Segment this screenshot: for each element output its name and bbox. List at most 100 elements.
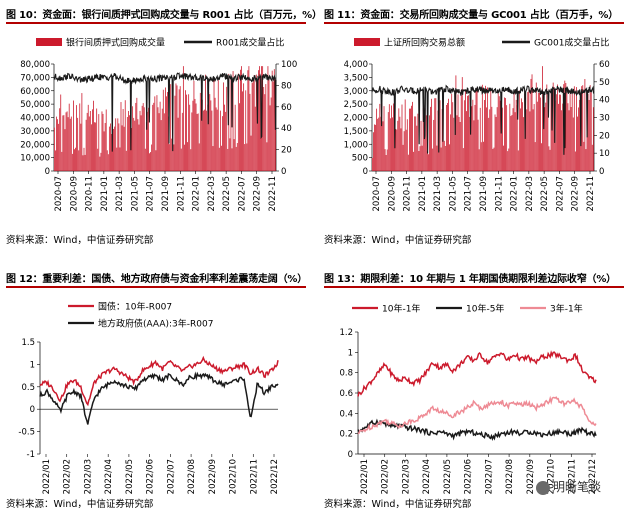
bar [454,104,456,171]
bar [156,95,158,171]
bar [98,114,100,171]
chart-panel-4: 图 13：期限利差：10 年期与 1 年期国债期限利差边际收窄（%） 10年-1… [324,270,624,512]
bar [181,112,183,171]
y-tick-label: 3,500 [344,73,368,83]
legend-label: 10年-1年 [382,303,420,315]
bar [440,147,442,171]
y2-tick-label: 20 [281,146,292,156]
bar [217,80,219,171]
y-tick-label: 0.4 [339,409,353,419]
x-tick-label: 2022/07 [166,459,176,494]
bar [433,119,435,171]
y-tick-label: 30,000 [20,127,50,137]
bar [154,96,156,171]
bar [544,107,546,171]
bar [242,91,243,171]
bar [462,148,464,171]
title-rule [324,22,624,24]
bar [384,149,386,171]
bar [502,107,503,171]
y-tick-label: 0 [45,167,50,177]
bar [150,152,151,171]
bar [101,111,103,171]
bar [76,105,77,171]
x-tick-label: 2022-01 [192,176,202,212]
bar [573,86,575,171]
bar [141,105,143,171]
bar [85,119,87,171]
bar [557,84,558,171]
bar [134,120,136,171]
bar [385,155,387,171]
bar [404,99,406,171]
bar [254,106,256,171]
bar [536,101,538,171]
chart-title: 图 13：期限利差：10 年期与 1 年期国债期限利差边际收窄（%） [324,274,616,285]
bar [189,104,191,171]
bar [491,106,493,171]
line-series [357,350,597,397]
bar [176,85,178,171]
bar [122,109,124,171]
bar [263,87,265,171]
bar [123,126,125,171]
bar [480,142,482,171]
bar [459,121,461,171]
wechat-icon [536,480,550,495]
chart-svg: 10年-1年 10年-5年 3年-1年 0 0.2 0.4 0.6 0.8 1 1.2 2022/0… [339,303,598,495]
bar [244,144,246,171]
y-tick-label: 1.5 [21,338,35,348]
bar [234,104,236,171]
bar [269,105,271,171]
bar [152,104,154,171]
bar [86,112,88,171]
bar [143,107,145,171]
x-tick-label: 2022/10 [547,459,557,494]
x-tick-label: 2020-11 [85,176,95,212]
bar [407,154,409,171]
bar [144,148,146,171]
x-tick-label: 2022/12 [270,459,280,494]
bar [243,83,245,171]
bar [187,142,188,171]
bar [540,97,541,171]
bar [132,106,134,171]
chart-title: 图 10：资金面：银行间质押式回购成交量与 R001 占比（百万元，%） [6,10,322,21]
bar [410,108,411,171]
bar [417,113,419,171]
bar [58,123,60,171]
bar [188,94,190,171]
bar [118,123,120,171]
bar [114,126,116,171]
bar [552,82,554,171]
bar [374,124,375,171]
bar [409,108,410,171]
bar [209,94,211,171]
bar [380,116,382,171]
chart-panel-2: 图 11：资金面：交易所回购成交量与 GC001 占比（百万手，%） 上证所回购… [324,6,624,246]
bar [231,148,233,171]
bar [253,74,255,171]
bar [581,86,583,171]
bar [159,101,161,171]
chart-panel-3: 图 12：重要利差：国债、地方政府债与资金利率利差震荡走阔（%） 国债：10年-… [6,270,307,512]
y-tick-label: -1 [27,450,35,460]
bar [184,144,185,171]
y-tick-label: 20,000 [20,140,50,150]
bar [517,150,519,171]
bar [272,81,274,171]
y-tick-label: 3,000 [344,87,368,97]
bar [578,107,579,171]
source-note: 资料来源：Wind，中信证券研究部 [6,235,154,246]
bar [211,110,213,171]
bar [511,114,513,171]
legend-label: 银行间质押式回购成交量 [66,37,165,49]
bar [571,92,573,171]
x-tick-label: 2022/07 [484,459,494,494]
y2-tick-label: 60 [599,60,610,70]
bar [509,103,511,171]
bar [576,87,577,171]
title-rule [6,22,306,24]
x-tick-label: 2020-07 [54,176,64,212]
bar [472,99,474,171]
